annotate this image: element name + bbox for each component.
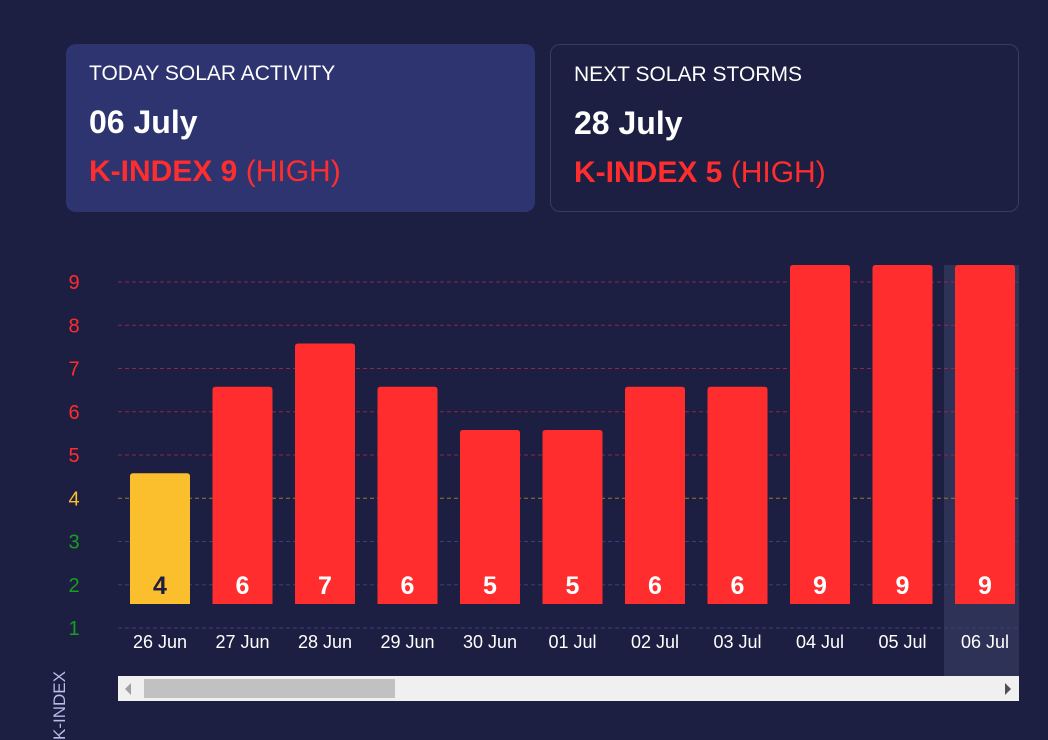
bar-value-label: 5	[566, 572, 580, 600]
y-tick-label: 3	[68, 532, 79, 554]
x-tick-label: 06 Jul	[961, 632, 1009, 652]
k-index-label: K-INDEX 5	[574, 156, 723, 189]
bar-value-label: 5	[483, 572, 497, 600]
bar-value-label: 7	[318, 572, 332, 600]
bar-value-label: 6	[401, 572, 415, 600]
y-tick-label: 7	[68, 359, 79, 381]
card-title: NEXT SOLAR STORMS	[574, 63, 802, 86]
y-tick-label: 4	[68, 488, 79, 510]
bar	[955, 265, 1015, 604]
bar-value-label: 6	[731, 572, 745, 600]
y-tick-label: 1	[68, 618, 79, 640]
card-date: 28 July	[574, 105, 683, 141]
x-tick-label: 05 Jul	[878, 632, 926, 652]
bar	[212, 386, 273, 604]
bar	[130, 473, 190, 604]
k-index-level: (HIGH)	[245, 155, 341, 188]
bar	[542, 430, 603, 604]
bar-value-label: 9	[978, 572, 992, 600]
bar-value-label: 6	[648, 572, 662, 600]
x-tick-label: 30 Jun	[463, 632, 517, 652]
today-solar-activity-card: TODAY SOLAR ACTIVITY 06 July K-INDEX 9 (…	[66, 44, 535, 212]
next-solar-storms-card: NEXT SOLAR STORMS 28 July K-INDEX 5 (HIG…	[550, 44, 1019, 212]
x-tick-label: 03 Jul	[713, 632, 761, 652]
y-tick-label: 8	[68, 315, 79, 337]
y-tick-label: 6	[68, 402, 79, 424]
k-index-level: (HIGH)	[730, 156, 826, 189]
y-tick-label: 5	[68, 445, 79, 467]
x-tick-label: 29 Jun	[380, 632, 434, 652]
card-date: 06 July	[89, 104, 198, 140]
bar-value-label: 9	[813, 572, 827, 600]
k-index-label: K-INDEX 9	[89, 155, 238, 188]
bar	[377, 386, 438, 604]
x-tick-label: 04 Jul	[796, 632, 844, 652]
scroll-left-icon[interactable]	[125, 683, 131, 695]
x-tick-label: 02 Jul	[631, 632, 679, 652]
y-axis-label: K-INDEX	[50, 671, 69, 740]
bar	[790, 265, 850, 604]
card-title: TODAY SOLAR ACTIVITY	[89, 62, 336, 85]
bar	[295, 343, 355, 604]
horizontal-scrollbar[interactable]	[118, 676, 1019, 701]
k-index-value: K-INDEX 9 (HIGH)	[89, 155, 512, 189]
x-tick-label: 26 Jun	[133, 632, 187, 652]
k-index-value: K-INDEX 5 (HIGH)	[574, 156, 995, 190]
bar	[707, 386, 768, 604]
bar-value-label: 9	[896, 572, 910, 600]
scroll-right-icon[interactable]	[1005, 683, 1011, 695]
bar	[625, 386, 685, 604]
x-tick-label: 01 Jul	[548, 632, 596, 652]
bar-value-label: 6	[236, 572, 250, 600]
y-tick-label: 2	[68, 575, 79, 597]
x-tick-label: 27 Jun	[215, 632, 269, 652]
bar	[872, 265, 933, 604]
scrollbar-thumb[interactable]	[144, 679, 395, 698]
y-tick-label: 9	[68, 272, 79, 294]
bar-value-label: 4	[153, 572, 167, 600]
bar	[460, 430, 520, 604]
x-tick-label: 28 Jun	[298, 632, 352, 652]
